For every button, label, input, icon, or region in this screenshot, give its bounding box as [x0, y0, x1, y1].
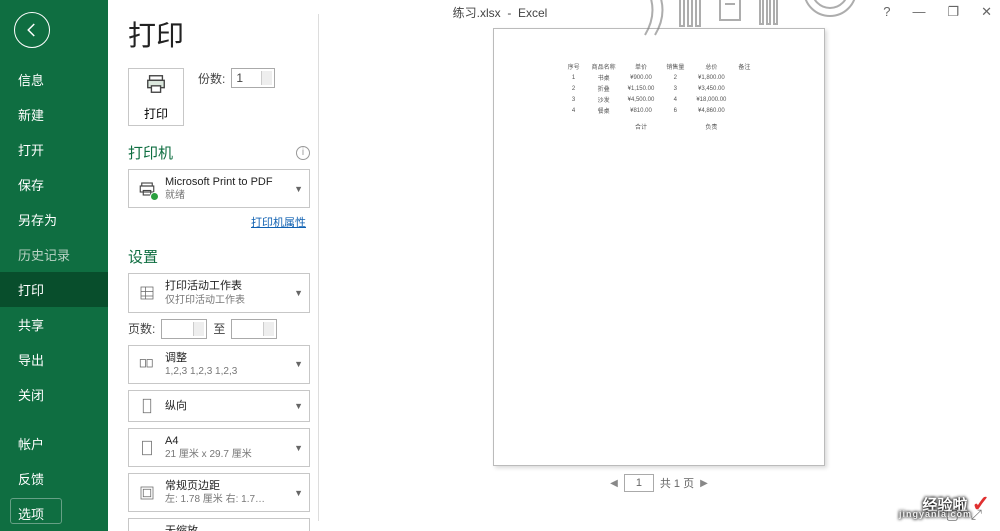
print-button-label: 打印 — [144, 105, 168, 122]
chevron-down-icon: ▼ — [294, 443, 303, 453]
sidebar-item-saveas[interactable]: 另存为 — [0, 202, 108, 237]
sidebar-item-open[interactable]: 打开 — [0, 132, 108, 167]
title-app: Excel — [518, 6, 547, 20]
printer-status-text: 就绪 — [165, 189, 301, 202]
chevron-down-icon: ▼ — [294, 488, 303, 498]
chevron-down-icon: ▼ — [294, 288, 303, 298]
page-total-label: 共 1 页 — [660, 475, 694, 491]
printer-info-icon[interactable]: i — [296, 146, 310, 160]
help-icon[interactable]: ? — [883, 4, 890, 20]
preview-page: 序号商品名称单价 销售量总价备注 1书桌¥900.002¥1,800.00 2折… — [493, 28, 825, 466]
watermark: 经验啦✓ jingyanla.com — [923, 491, 990, 517]
page-navigator: ◀ 1 共 1 页 ▶ — [610, 474, 708, 492]
pages-from-input[interactable] — [161, 319, 207, 339]
sidebar-item-close[interactable]: 关闭 — [0, 377, 108, 412]
sidebar-item-feedback[interactable]: 反馈 — [0, 461, 108, 496]
title-bar: 练习.xlsx - Excel — [0, 4, 1000, 21]
backstage-sidebar: 信息 新建 打开 保存 另存为 历史记录 打印 共享 导出 关闭 帐户 反馈 选… — [0, 0, 108, 531]
paper-size-dropdown[interactable]: A421 厘米 x 29.7 厘米 ▼ — [128, 428, 310, 467]
portrait-icon — [137, 396, 157, 416]
sidebar-item-share[interactable]: 共享 — [0, 307, 108, 342]
sidebar-item-info[interactable]: 信息 — [0, 62, 108, 97]
minimize-button[interactable]: — — [912, 4, 925, 20]
print-preview-pane: 序号商品名称单价 销售量总价备注 1书桌¥900.002¥1,800.00 2折… — [318, 0, 1000, 531]
sidebar-item-history[interactable]: 历史记录 — [0, 237, 108, 272]
window-controls: ? — ❐ ✕ — [883, 4, 992, 20]
margins-dropdown[interactable]: 常规页边距左: 1.78 厘米 右: 1.7… ▼ — [128, 473, 310, 512]
check-icon: ✓ — [972, 491, 990, 517]
sheets-icon — [137, 283, 157, 303]
pages-label: 页数: — [128, 320, 155, 337]
sidebar-item-options[interactable]: 选项 — [0, 496, 108, 531]
scaling-dropdown[interactable]: 100 无缩放打印实际大小的工作表 ▼ — [128, 518, 310, 531]
printer-icon — [143, 73, 169, 101]
close-button[interactable]: ✕ — [981, 4, 992, 20]
print-settings-pane: 打印 打印 份数: 1 打印机 i — [108, 0, 318, 531]
sidebar-item-new[interactable]: 新建 — [0, 97, 108, 132]
next-page-button[interactable]: ▶ — [700, 478, 708, 489]
sidebar-item-export[interactable]: 导出 — [0, 342, 108, 377]
print-what-dropdown[interactable]: 打印活动工作表仅打印活动工作表 ▼ — [128, 273, 310, 312]
title-filename: 练习.xlsx — [453, 6, 501, 20]
chevron-down-icon: ▼ — [294, 359, 303, 369]
page-number-input[interactable]: 1 — [624, 474, 654, 492]
orientation-dropdown[interactable]: 纵向 ▼ — [128, 390, 310, 422]
chevron-down-icon: ▼ — [294, 401, 303, 411]
sidebar-item-save[interactable]: 保存 — [0, 167, 108, 202]
printer-section-heading: 打印机 — [128, 142, 173, 163]
printer-name: Microsoft Print to PDF — [165, 175, 301, 189]
printer-dropdown[interactable]: Microsoft Print to PDF 就绪 ▼ — [128, 169, 310, 208]
printer-properties-link[interactable]: 打印机属性 — [251, 217, 306, 229]
page-icon — [137, 438, 157, 458]
sidebar-item-account[interactable]: 帐户 — [0, 426, 108, 461]
pages-to-input[interactable] — [231, 319, 277, 339]
settings-section-heading: 设置 — [128, 246, 158, 267]
printer-device-icon — [137, 179, 157, 199]
chevron-down-icon: ▼ — [294, 184, 303, 194]
sidebar-item-print[interactable]: 打印 — [0, 272, 108, 307]
collate-icon — [137, 354, 157, 374]
copies-label: 份数: — [198, 70, 225, 87]
prev-page-button[interactable]: ◀ — [610, 478, 618, 489]
restore-button[interactable]: ❐ — [947, 4, 959, 20]
collate-dropdown[interactable]: 调整1,2,3 1,2,3 1,2,3 ▼ — [128, 345, 310, 384]
pages-to-label: 至 — [213, 320, 225, 337]
preview-table: 序号商品名称单价 销售量总价备注 1书桌¥900.002¥1,800.00 2折… — [562, 61, 757, 132]
copies-input[interactable]: 1 — [231, 68, 275, 88]
margins-icon — [137, 483, 157, 503]
print-button[interactable]: 打印 — [128, 68, 184, 126]
